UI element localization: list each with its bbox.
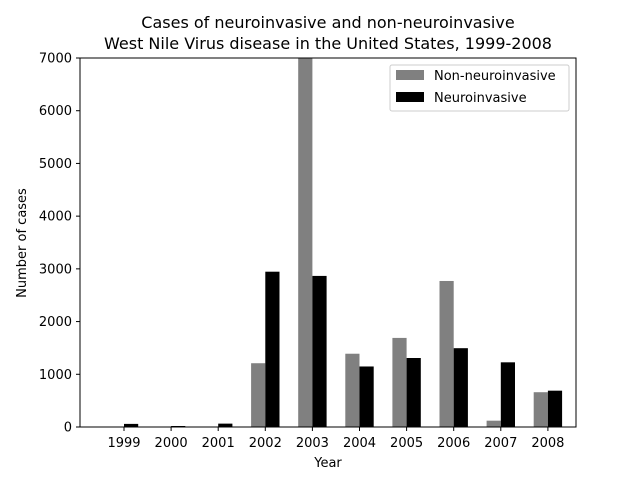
y-tick-label-6000: 6000 (39, 104, 72, 119)
bar-non-neuroinvasive-2003 (298, 58, 313, 427)
y-tick-label-5000: 5000 (39, 157, 72, 172)
legend-swatch-neuroinvasive (396, 92, 424, 102)
legend-label-neuroinvasive: Neuroinvasive (434, 91, 527, 106)
x-axis: 1999 2000 2001 2002 2003 2004 2005 2006 2007 2008 (107, 427, 564, 451)
x-tick-label-2006: 2006 (437, 436, 470, 451)
bar-neuroinvasive-2003 (312, 275, 327, 427)
x-tick-label-2004: 2004 (343, 436, 376, 451)
x-tick-label-2008: 2008 (531, 436, 564, 451)
y-axis: 0 1000 2000 3000 4000 5000 6000 7000 (39, 52, 80, 436)
y-tick-label-3000: 3000 (39, 262, 72, 277)
plot-frame (79, 57, 577, 428)
chart-subtitle: West Nile Virus disease in the United St… (104, 34, 552, 53)
bar-non-neuroinvasive-2008 (533, 392, 548, 427)
bar-neuroinvasive-2007 (500, 362, 515, 427)
bars-group (124, 58, 563, 427)
bar-neuroinvasive-1999 (124, 423, 139, 427)
y-tick-label-2000: 2000 (39, 315, 72, 330)
x-tick-label-2001: 2001 (202, 436, 235, 451)
y-axis-label: Number of cases (15, 188, 30, 298)
legend-label-non-neuroinvasive: Non-neuroinvasive (434, 69, 556, 84)
legend: Non-neuroinvasive Neuroinvasive (389, 64, 570, 112)
x-tick-label-2003: 2003 (296, 436, 329, 451)
x-tick-label-2000: 2000 (155, 436, 188, 451)
bar-neuroinvasive-2008 (547, 390, 563, 427)
bar-non-neuroinvasive-2004 (345, 353, 360, 427)
y-tick-label-4000: 4000 (39, 210, 72, 225)
legend-swatch-non-neuroinvasive (396, 70, 424, 80)
bar-non-neuroinvasive-2005 (392, 337, 407, 427)
bar-neuroinvasive-2005 (406, 358, 421, 427)
x-tick-label-2007: 2007 (484, 436, 517, 451)
bar-neuroinvasive-2006 (453, 348, 468, 427)
bar-neuroinvasive-2002 (265, 271, 280, 427)
y-tick-label-1000: 1000 (39, 368, 72, 383)
bar-non-neuroinvasive-2007 (486, 420, 501, 427)
x-axis-label: Year (313, 456, 342, 471)
x-tick-label-1999: 1999 (107, 436, 140, 451)
y-tick-label-0: 0 (64, 421, 72, 436)
bar-non-neuroinvasive-2006 (439, 280, 454, 427)
bar-neuroinvasive-2001 (218, 423, 233, 427)
y-tick-label-7000: 7000 (39, 52, 72, 67)
chart-title: Cases of neuroinvasive and non-neuroinva… (141, 13, 514, 32)
x-tick-label-2005: 2005 (390, 436, 423, 451)
x-tick-label-2002: 2002 (249, 436, 282, 451)
bar-neuroinvasive-2004 (359, 366, 374, 427)
bar-non-neuroinvasive-2002 (251, 363, 266, 427)
legend-box (389, 64, 570, 112)
